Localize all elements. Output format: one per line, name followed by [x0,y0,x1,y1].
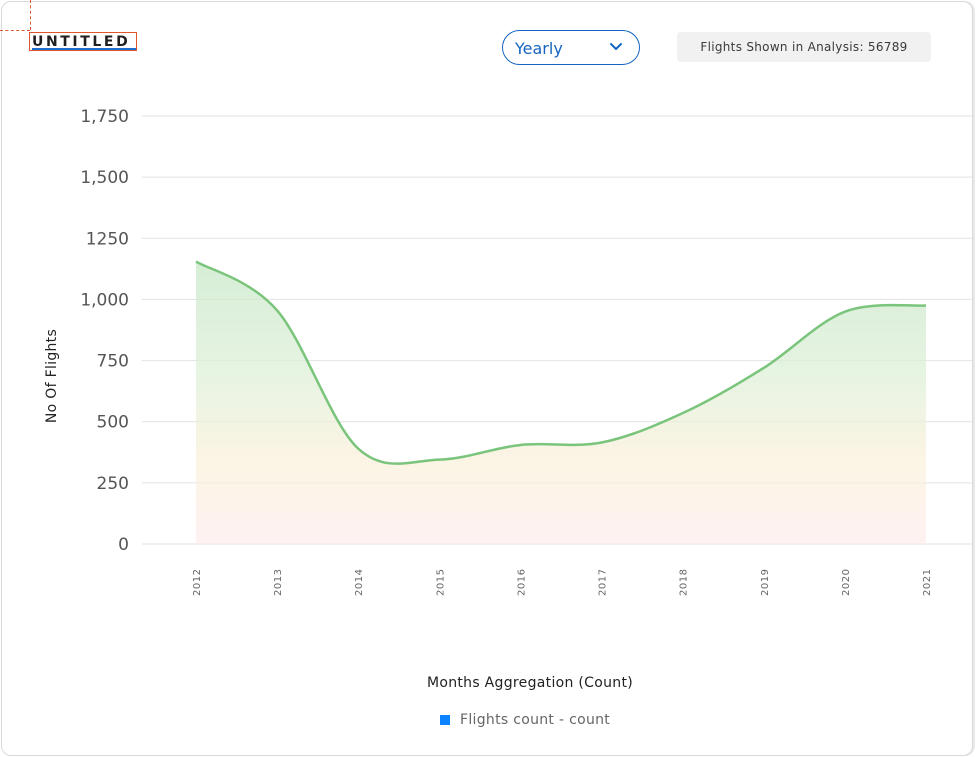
y-tick-label: 1,750 [80,107,129,127]
x-tick-label: 2018 [679,569,690,596]
x-axis-label: Months Aggregation (Count) [426,675,634,691]
y-tick-label: 1,500 [80,168,129,188]
y-tick-label: 1,000 [80,290,129,310]
series-area-fill [196,261,926,544]
y-tick-label: 250 [97,474,129,494]
x-tick-label: 2014 [354,569,365,596]
x-tick-label: 2012 [192,569,203,596]
legend-swatch [440,715,450,725]
chart-title: UNTITLED [32,34,131,50]
x-tick-label: 2019 [760,569,771,596]
period-dropdown[interactable]: Yearly [502,30,640,65]
x-tick-label: 2015 [435,569,446,596]
y-tick-label: 500 [97,413,129,433]
y-tick-label: 1250 [86,229,129,249]
y-axis-label: No Of Flights [44,328,60,424]
x-tick-label: 2021 [922,569,933,596]
x-tick-label: 2013 [273,569,284,596]
selection-guide-horizontal [0,30,30,31]
period-dropdown-value: Yearly [515,39,563,58]
x-tick-label: 2017 [598,569,609,596]
legend-label: Flights count - count [460,712,611,728]
title-underline [32,48,136,50]
y-tick-label: 0 [118,535,129,555]
series-line [195,260,927,465]
y-tick-label: 750 [97,352,129,372]
x-tick-label: 2020 [841,569,852,596]
x-tick-label: 2016 [516,569,527,596]
chart-title-box[interactable]: UNTITLED [29,32,137,51]
chart-legend[interactable]: Flights count - count [440,712,610,728]
chevron-down-icon [610,43,622,50]
flights-shown-badge: Flights Shown in Analysis: 56789 [677,32,931,62]
selection-guide-vertical [30,0,31,30]
